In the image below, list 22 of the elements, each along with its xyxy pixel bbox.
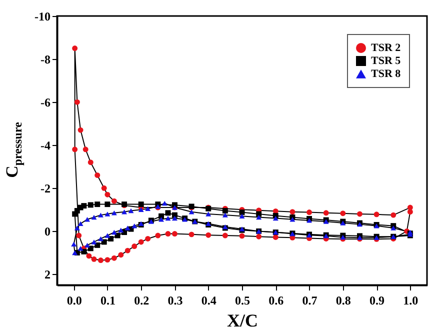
x-tick-label: 0.2 [134, 294, 150, 308]
x-tick-label: 0.3 [168, 294, 183, 308]
legend-label: TSR 8 [371, 68, 402, 80]
x-tick-label: 0.5 [235, 294, 250, 308]
x-tick-label: 0.8 [336, 294, 351, 308]
x-tick-label: 0.6 [268, 294, 284, 308]
x-tick-label: 0.7 [302, 294, 318, 308]
y-tick-label: -10 [34, 10, 50, 24]
x-tick-label: 0.4 [201, 294, 216, 308]
x-tick-label: 1.0 [403, 294, 418, 308]
legend-label: TSR 2 [371, 42, 402, 54]
y-tick-label: -6 [40, 96, 50, 110]
legend-label: TSR 5 [371, 55, 402, 67]
x-tick-label: 0.1 [100, 294, 116, 308]
x-tick-label: 0.0 [66, 294, 82, 308]
x-tick-label: 0.9 [370, 294, 385, 308]
y-tick-label: -2 [40, 182, 50, 196]
y-tick-label: -8 [40, 52, 50, 67]
y-tick-label: 0 [44, 224, 50, 239]
x-axis-title: X/C [227, 310, 258, 330]
y-tick-label: 2 [44, 268, 50, 282]
y-tick-label: -4 [40, 138, 50, 153]
